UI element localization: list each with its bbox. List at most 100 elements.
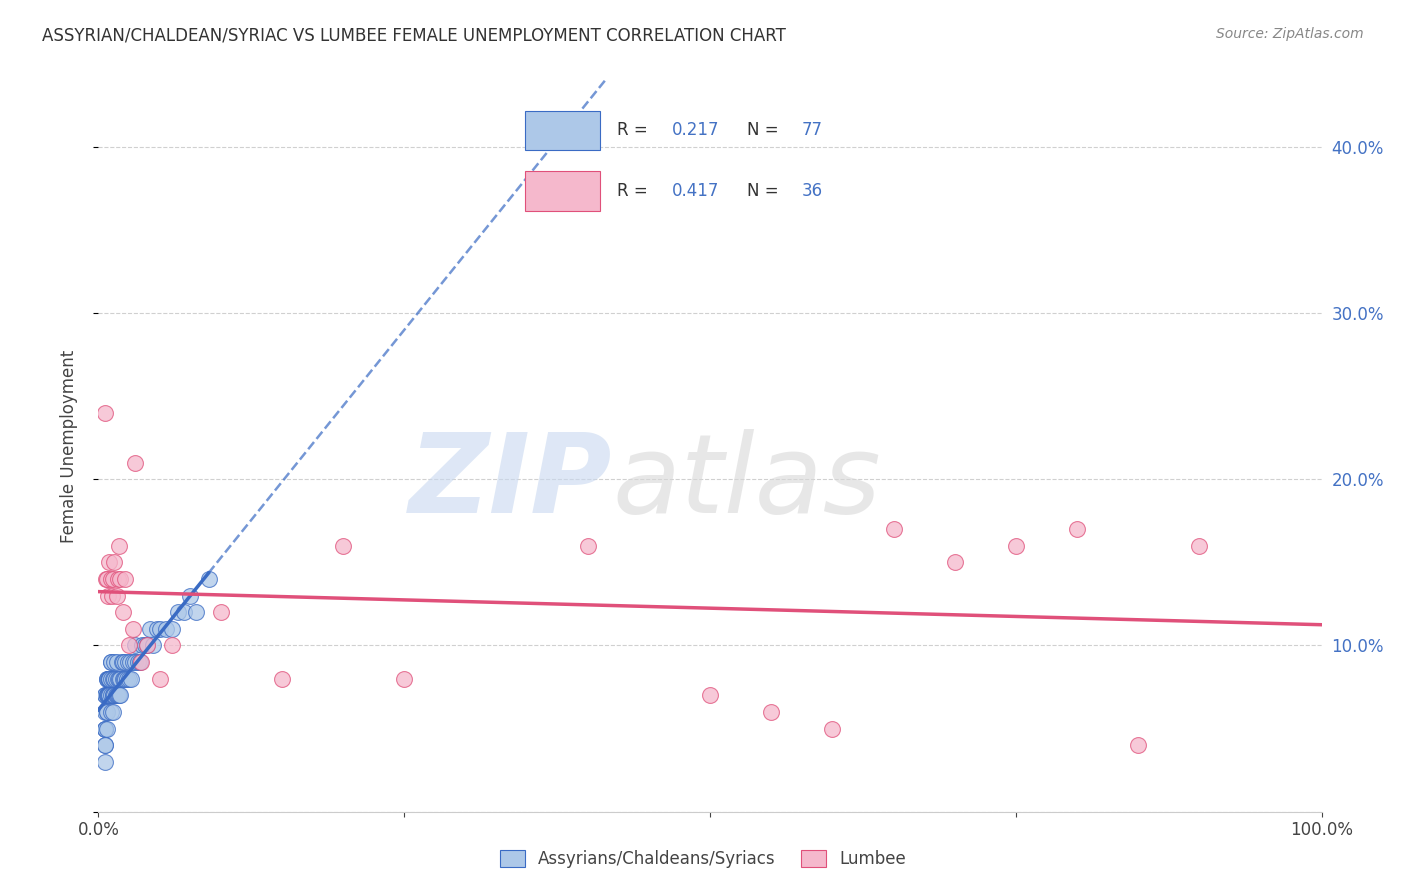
Point [96, 572, 118, 586]
Point [115, 672, 138, 686]
Text: Source: ZipAtlas.com: Source: ZipAtlas.com [1216, 27, 1364, 41]
Point [107, 689, 129, 703]
Point [104, 689, 127, 703]
Point [155, 622, 177, 636]
Point [699, 689, 721, 703]
Point [146, 622, 169, 636]
Point [117, 655, 139, 669]
Point [1066, 522, 1088, 536]
Point [96, 689, 118, 703]
Point [186, 605, 208, 619]
Point [270, 672, 294, 686]
Point [111, 605, 134, 619]
Point [114, 672, 136, 686]
Point [124, 456, 146, 470]
Point [120, 672, 142, 686]
Point [160, 622, 183, 636]
Point [97, 672, 120, 686]
Point [821, 722, 844, 736]
Point [98, 689, 121, 703]
Point [110, 572, 132, 586]
Point [121, 622, 143, 636]
Point [761, 705, 783, 719]
Point [101, 705, 124, 719]
Point [100, 705, 122, 719]
Point [100, 655, 122, 669]
Point [111, 655, 134, 669]
Point [100, 689, 122, 703]
Point [96, 705, 118, 719]
Point [197, 572, 219, 586]
Point [93, 722, 115, 736]
Point [93, 689, 115, 703]
Point [93, 755, 115, 769]
Point [96, 722, 118, 736]
Point [93, 406, 115, 420]
Point [96, 705, 118, 719]
Point [93, 705, 115, 719]
Point [98, 555, 121, 569]
Point [103, 655, 125, 669]
Point [104, 672, 127, 686]
Y-axis label: Female Unemployment: Female Unemployment [59, 350, 77, 542]
Point [98, 672, 121, 686]
Point [107, 572, 129, 586]
Point [96, 689, 118, 703]
Point [114, 572, 136, 586]
Point [124, 655, 146, 669]
Point [118, 639, 141, 653]
Point [101, 689, 124, 703]
Point [121, 655, 143, 669]
Point [209, 605, 232, 619]
Point [1004, 539, 1026, 553]
Point [332, 539, 354, 553]
Point [101, 689, 124, 703]
Point [136, 639, 159, 653]
Point [97, 589, 120, 603]
Point [110, 689, 132, 703]
Point [103, 689, 125, 703]
Point [160, 639, 183, 653]
Point [149, 622, 172, 636]
Point [134, 639, 156, 653]
Point [943, 555, 966, 569]
Point [94, 572, 117, 586]
Point [93, 722, 115, 736]
Point [127, 655, 149, 669]
Point [149, 672, 172, 686]
Point [93, 722, 115, 736]
Point [112, 672, 135, 686]
Point [93, 689, 115, 703]
Point [97, 689, 120, 703]
Point [105, 689, 128, 703]
Point [108, 689, 131, 703]
Point [129, 655, 152, 669]
Point [98, 689, 121, 703]
Point [111, 655, 134, 669]
Point [129, 655, 152, 669]
Point [576, 539, 599, 553]
Point [100, 655, 122, 669]
Text: ZIP: ZIP [409, 429, 612, 536]
Point [103, 555, 125, 569]
Point [108, 539, 131, 553]
Point [179, 589, 201, 603]
Point [96, 672, 118, 686]
Legend: Assyrians/Chaldeans/Syriacs, Lumbee: Assyrians/Chaldeans/Syriacs, Lumbee [494, 843, 912, 875]
Point [101, 589, 124, 603]
Text: ASSYRIAN/CHALDEAN/SYRIAC VS LUMBEE FEMALE UNEMPLOYMENT CORRELATION CHART: ASSYRIAN/CHALDEAN/SYRIAC VS LUMBEE FEMAL… [42, 27, 786, 45]
Point [98, 672, 121, 686]
Point [1188, 539, 1211, 553]
Point [100, 672, 122, 686]
Point [93, 738, 115, 752]
Point [392, 672, 416, 686]
Point [124, 639, 146, 653]
Point [93, 738, 115, 752]
Point [111, 672, 134, 686]
Point [108, 672, 131, 686]
Point [131, 639, 153, 653]
Point [114, 655, 136, 669]
Point [96, 672, 118, 686]
Point [100, 572, 122, 586]
Point [136, 639, 159, 653]
